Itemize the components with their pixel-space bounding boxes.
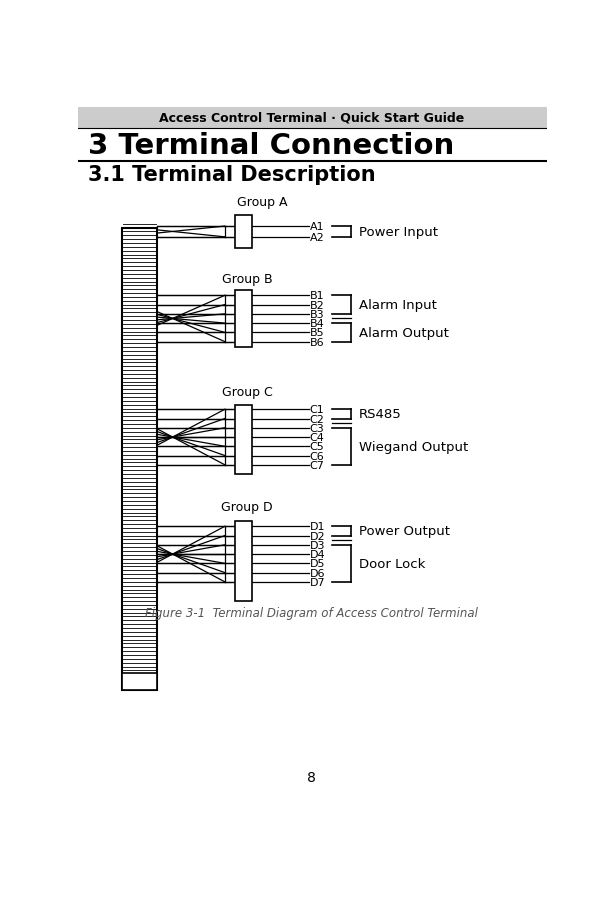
Text: Alarm Input: Alarm Input [359,299,437,312]
Text: Access Control Terminal · Quick Start Guide: Access Control Terminal · Quick Start Gu… [160,112,465,125]
Text: D1: D1 [309,522,325,532]
Text: C4: C4 [309,433,324,442]
Text: Door Lock: Door Lock [359,557,425,570]
Text: Group C: Group C [222,386,272,398]
Text: A1: A1 [309,222,324,232]
Bar [78,108,547,128]
Bar [236,291,253,348]
Text: D3: D3 [309,540,325,550]
Text: D7: D7 [309,577,325,587]
Text: B1: B1 [309,291,324,301]
Text: B4: B4 [309,319,324,329]
Bar [236,405,253,474]
Text: 8: 8 [308,769,316,784]
Text: Figure 3-1  Terminal Diagram of Access Control Terminal: Figure 3-1 Terminal Diagram of Access Co… [146,607,478,619]
Bar [236,216,253,248]
Text: B2: B2 [309,301,324,311]
Text: Group D: Group D [221,501,273,514]
Text: A2: A2 [309,233,324,243]
Text: RS485: RS485 [359,408,401,421]
Text: 3 Terminal Connection: 3 Terminal Connection [88,132,455,160]
Text: D6: D6 [309,568,325,578]
Text: D2: D2 [309,531,325,541]
Text: B3: B3 [309,310,324,320]
Text: C5: C5 [309,442,324,452]
Text: D4: D4 [309,549,325,560]
Text: C6: C6 [309,451,324,461]
Text: D5: D5 [309,559,325,569]
Text: C2: C2 [309,414,324,424]
Text: Wiegand Output: Wiegand Output [359,441,468,453]
Text: Power Input: Power Input [359,226,438,238]
Text: Group A: Group A [237,196,287,209]
Text: 3.1 Terminal Description: 3.1 Terminal Description [88,164,376,184]
Text: B5: B5 [309,328,324,338]
Bar [122,673,157,690]
Text: C1: C1 [309,405,324,414]
Bar [122,228,157,690]
Text: C7: C7 [309,461,324,470]
Text: Group B: Group B [222,273,272,286]
Text: Alarm Output: Alarm Output [359,327,449,340]
Text: Power Output: Power Output [359,525,449,538]
Text: B6: B6 [309,337,324,347]
Text: C3: C3 [309,424,324,433]
Bar [236,521,253,601]
